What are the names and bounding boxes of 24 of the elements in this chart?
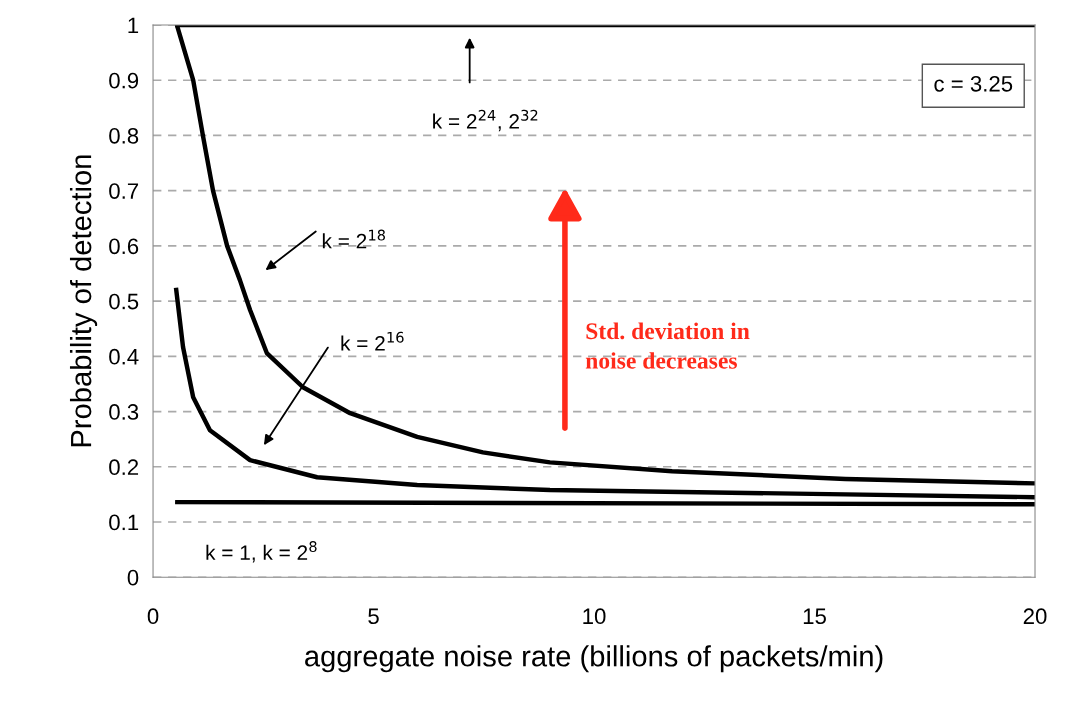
annotation: c = 3.25 <box>934 75 1013 92</box>
y-tick-label: 0.6 <box>109 238 139 255</box>
y-axis-title: Probability of detection <box>69 155 98 447</box>
annotation: k = 2$^{18}$ <box>322 229 386 249</box>
annotation: k = 1, k = 2$^{8}$ <box>206 541 317 563</box>
x-tick-label: 20 <box>1023 608 1047 625</box>
annotation: Std. deviation in noise decreases <box>585 322 750 369</box>
x-tick-label: 10 <box>583 608 606 625</box>
y-tick-label: 1 <box>128 17 139 34</box>
x-axis-title: aggregate noise rate (billions of packets/min) <box>305 645 883 673</box>
annotation: k = 2$^{24}$, 2$^{32}$ <box>433 109 538 132</box>
y-tick-label: 0.5 <box>109 293 139 310</box>
x-tick-label: 5 <box>368 608 379 625</box>
y-tick-label: 0 <box>127 569 139 586</box>
y-tick-label: 0.7 <box>109 183 139 199</box>
y-tick-label: 0.4 <box>109 348 139 365</box>
y-tick-label: 0.1 <box>109 514 139 531</box>
y-tick-label: 0.9 <box>109 72 139 89</box>
x-tick-label: 15 <box>803 608 826 625</box>
y-tick-label: 0.2 <box>109 459 139 476</box>
x-tick-label: 0 <box>147 608 159 625</box>
y-tick-label: 0.8 <box>109 127 139 144</box>
annotation: k = 2$^{16}$ <box>341 331 404 351</box>
y-tick-label: 0.3 <box>109 404 139 420</box>
